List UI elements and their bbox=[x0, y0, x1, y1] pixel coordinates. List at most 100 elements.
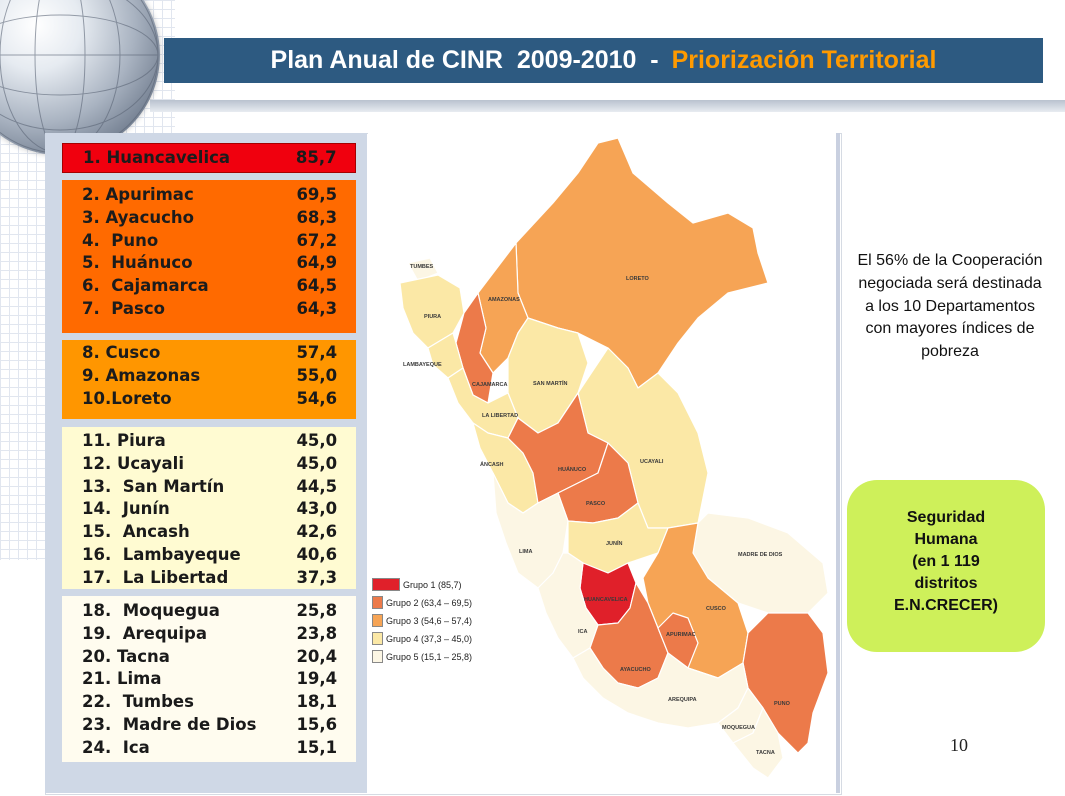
region-tacna bbox=[732, 707, 784, 779]
department-name: 14. Junín bbox=[82, 499, 170, 519]
department-name: 12. Ucayali bbox=[82, 453, 184, 473]
ranking-row: 13. San Martín 44,5 bbox=[62, 476, 356, 499]
peru-poverty-map: TUMBES PIURA LAMBAYEQUE AMAZONAS CAJAMAR… bbox=[399, 137, 829, 779]
poverty-index: 23,8 bbox=[296, 623, 338, 643]
region-arequipa bbox=[572, 647, 749, 729]
legend-label: Grupo 5 (15,1 – 25,8) bbox=[385, 651, 472, 662]
ranking-row: 12. Ucayali 45,0 bbox=[62, 453, 356, 476]
cooperation-note: El 56% de la Cooperación negociada será … bbox=[857, 252, 1043, 361]
poverty-index: 42,6 bbox=[296, 522, 338, 542]
map-border bbox=[836, 133, 840, 793]
map-label-apurimac: APURIMAC bbox=[666, 632, 696, 638]
department-name: 1. Huancavelica bbox=[83, 148, 231, 167]
poverty-index: 55,0 bbox=[296, 365, 338, 385]
map-label-huanuco: HUÁNUCO bbox=[558, 466, 587, 473]
poverty-index: 25,8 bbox=[296, 601, 338, 620]
department-name: 19. Arequipa bbox=[82, 623, 207, 643]
ranking-row: 16. Lambayeque 40,6 bbox=[62, 544, 356, 567]
legend-label: Grupo 4 (37,3 – 45,0) bbox=[385, 633, 472, 644]
map-label-piura: PIURA bbox=[424, 314, 441, 320]
map-label-ica: ICA bbox=[578, 629, 588, 635]
poverty-index: 18,1 bbox=[296, 692, 338, 712]
map-label-madre-de-dios: MADRE DE DIOS bbox=[738, 552, 783, 558]
map-label-tacna: TACNA bbox=[756, 750, 775, 756]
map-legend: Grupo 1 (85,7) Grupo 2 (63,4 – 69,5) Gru… bbox=[372, 577, 472, 667]
poverty-index: 40,6 bbox=[296, 544, 338, 564]
seguridad-humana-badge: Seguridad Humana (en 1 119 distritos E.N… bbox=[847, 480, 1045, 652]
department-name: 13. San Martín bbox=[82, 476, 225, 496]
map-label-junin: JUNÍN bbox=[606, 539, 623, 547]
ranking-row: 22. Tumbes 18,1 bbox=[62, 691, 356, 714]
header-divider bbox=[150, 100, 1065, 112]
department-name: 17. La Libertad bbox=[82, 567, 229, 587]
map-label-amazonas: AMAZONAS bbox=[488, 297, 520, 303]
department-name: 11. Piura bbox=[82, 431, 166, 450]
map-label-pasco: PASCO bbox=[586, 501, 606, 507]
legend-item: Grupo 1 (85,7) bbox=[372, 577, 472, 593]
poverty-index: 43,0 bbox=[296, 499, 338, 519]
legend-label: Grupo 3 (54,6 – 57,4) bbox=[385, 615, 472, 626]
map-label-lima: LIMA bbox=[519, 549, 532, 555]
map-label-tumbes: TUMBES bbox=[410, 264, 434, 270]
ranking-row: 18. Moquegua 25,8 bbox=[62, 600, 356, 623]
poverty-index: 20,4 bbox=[296, 646, 338, 666]
map-label-cajamarca: CAJAMARCA bbox=[472, 382, 507, 388]
poverty-index: 85,7 bbox=[295, 148, 337, 167]
department-name: 16. Lambayeque bbox=[82, 544, 241, 564]
map-label-moquegua: MOQUEGUA bbox=[722, 725, 755, 731]
map-label-san-martin: SAN MARTÍN bbox=[533, 379, 568, 387]
poverty-index: 64,5 bbox=[296, 276, 338, 296]
map-label-ayacucho: AYACUCHO bbox=[620, 667, 651, 673]
legend-item: Grupo 3 (54,6 – 57,4) bbox=[372, 613, 472, 629]
department-name: 21. Lima bbox=[82, 669, 162, 689]
slide-title: Plan Anual de CINR 2009-2010 - Priorizac… bbox=[164, 38, 1043, 83]
department-name: 9. Amazonas bbox=[82, 365, 201, 385]
map-label-lambayeque: LAMBAYEQUE bbox=[403, 362, 442, 368]
department-name: 15. Ancash bbox=[82, 522, 190, 542]
poverty-index: 19,4 bbox=[296, 669, 338, 689]
department-name: 23. Madre de Dios bbox=[82, 714, 257, 734]
ranking-row: 2. Apurimac 69,5 bbox=[62, 184, 356, 207]
ranking-row: 21. Lima 19,4 bbox=[62, 668, 356, 691]
badge-line: Humana bbox=[914, 531, 978, 548]
poverty-index: 44,5 bbox=[296, 476, 338, 496]
poverty-index: 54,6 bbox=[296, 388, 338, 408]
legend-label: Grupo 2 (63,4 – 69,5) bbox=[385, 597, 472, 608]
poverty-index: 68,3 bbox=[296, 207, 338, 227]
poverty-index: 64,3 bbox=[296, 298, 338, 318]
ranking-row: 20. Tacna 20,4 bbox=[62, 646, 356, 669]
department-name: 3. Ayacucho bbox=[82, 207, 194, 227]
department-name: 22. Tumbes bbox=[82, 692, 194, 712]
poverty-index: 37,3 bbox=[296, 567, 338, 587]
ranking-row: 23. Madre de Dios 15,6 bbox=[62, 714, 356, 737]
ranking-row: 15. Ancash 42,6 bbox=[62, 521, 356, 544]
map-label-la-libertad: LA LIBERTAD bbox=[482, 413, 518, 419]
legend-swatch bbox=[372, 650, 383, 664]
map-label-ancash: ÁNCASH bbox=[480, 461, 504, 468]
poverty-index: 69,5 bbox=[296, 185, 338, 204]
badge-line: Seguridad bbox=[906, 509, 986, 526]
legend-item: Grupo 5 (15,1 – 25,8) bbox=[372, 649, 472, 665]
map-label-loreto: LORETO bbox=[626, 276, 650, 282]
department-name: 10.Loreto bbox=[82, 388, 172, 408]
ranking-row: 8. Cusco 57,4 bbox=[62, 342, 356, 365]
ranking-row: 1. Huancavelica 85,7 bbox=[63, 144, 355, 172]
poverty-index: 15,1 bbox=[296, 737, 338, 757]
ranking-row: 4. Puno 67,2 bbox=[62, 230, 356, 253]
title-main: Plan Anual de CINR 2009-2010 - bbox=[270, 46, 666, 74]
poverty-index: 45,0 bbox=[296, 453, 338, 473]
ranking-row: 3. Ayacucho 68,3 bbox=[62, 207, 356, 230]
ranking-row: 7. Pasco 64,3 bbox=[62, 298, 356, 321]
badge-line: (en 1 119 bbox=[912, 553, 980, 570]
ranking-row: 9. Amazonas 55,0 bbox=[62, 365, 356, 388]
ranking-group-3: 8. Cusco 57,4 9. Amazonas 55,0 10.Loreto 54… bbox=[62, 340, 356, 419]
ranking-row: 11. Piura 45,0 bbox=[62, 430, 356, 453]
legend-item: Grupo 2 (63,4 – 69,5) bbox=[372, 595, 472, 611]
ranking-row: 19. Arequipa 23,8 bbox=[62, 623, 356, 646]
legend-item: Grupo 4 (37,3 – 45,0) bbox=[372, 631, 472, 647]
ranking-row: 14. Junín 43,0 bbox=[62, 498, 356, 521]
department-name: 4. Puno bbox=[82, 230, 159, 250]
badge-line: distritos bbox=[914, 575, 978, 592]
legend-swatch bbox=[372, 578, 400, 592]
ranking-row: 17. La Libertad 37,3 bbox=[62, 567, 356, 590]
